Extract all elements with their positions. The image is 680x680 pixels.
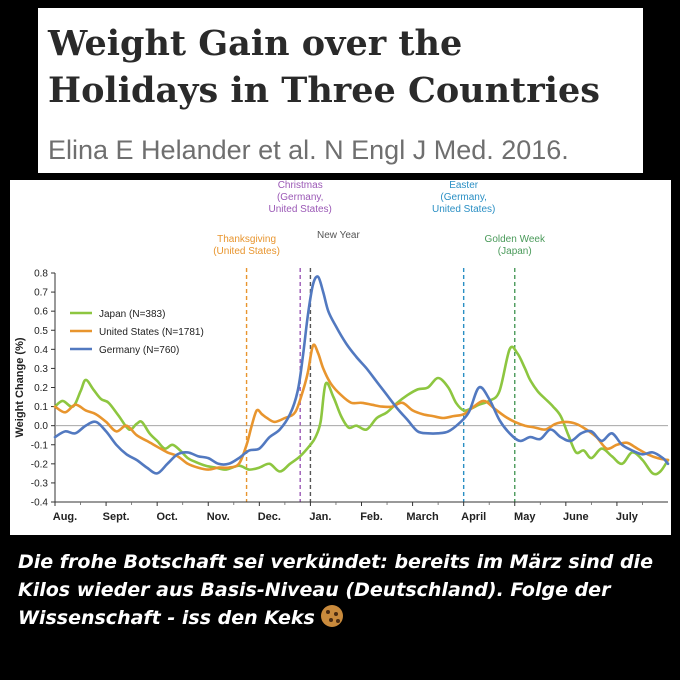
x-tick-label: April	[461, 511, 486, 523]
y-tick-label: -0.4	[31, 498, 49, 509]
annotation-label: Thanksgiving (United States)	[213, 234, 280, 257]
citation: Elina E Helander et al. N Engl J Med. 20…	[48, 135, 569, 165]
x-tick-label: Aug.	[53, 511, 77, 523]
x-tick-label: Jan.	[309, 511, 331, 523]
x-tick-label: Nov.	[207, 511, 230, 523]
y-tick-label: 0.3	[34, 364, 48, 375]
y-tick-label: 0.7	[34, 288, 48, 299]
x-tick-label: May	[514, 511, 536, 523]
y-tick-label: 0.8	[34, 269, 48, 280]
annotation-label-line: Christmas	[278, 180, 323, 191]
series-line-1	[53, 343, 670, 471]
x-tick-label: Feb.	[360, 511, 383, 523]
y-tick-label: -0.3	[31, 478, 49, 489]
x-tick-label: June	[563, 511, 589, 523]
axes-layer: -0.4 -0.3 -0.2 -0.1 0.0 0.1 0.2 0.3 0.4 0.5 0.6 0.7…	[14, 269, 668, 523]
page-title: Weight Gain over the Holidays in Three C…	[48, 23, 600, 111]
annotation-label-line: (United States)	[213, 246, 280, 257]
header-card: Weight Gain over the Holidays in Three C…	[38, 8, 643, 173]
annotation-label: Christmas (Germany, United States)	[269, 180, 332, 215]
annotation-label-line: (Japan)	[498, 246, 532, 257]
y-tick-label: 0.5	[34, 326, 48, 337]
y-tick-label: 0.4	[34, 345, 48, 356]
legend: Japan (N=383) United States (N=1781) Germa…	[70, 309, 204, 356]
y-tick-label: 0.6	[34, 307, 48, 318]
legend-label: United States (N=1781)	[99, 327, 204, 338]
annotation-layer: Thanksgiving (United States)Christmas (Ger…	[213, 180, 546, 502]
line-chart: Thanksgiving (United States)Christmas (Ger…	[14, 180, 670, 523]
x-tick-label: July	[616, 511, 639, 523]
x-tick-label: Dec.	[258, 511, 281, 523]
y-tick-label: 0.2	[34, 383, 48, 394]
legend-label: Japan (N=383)	[99, 309, 165, 320]
caption: Die frohe Botschaft sei verkündet: berei…	[18, 548, 668, 632]
y-tick-label: 0.0	[34, 421, 48, 432]
annotation-label: Golden Week (Japan)	[485, 234, 546, 257]
series-line-2	[53, 275, 670, 475]
annotation-label-line: United States)	[432, 204, 495, 215]
x-tick-label: March	[406, 511, 439, 523]
annotation-label-line: Golden Week	[485, 234, 546, 245]
x-tick-label: Sept.	[103, 511, 130, 523]
annotation-label-line: (Germany,	[440, 192, 487, 203]
annotation-label-line: New Year	[317, 230, 360, 241]
annotation-label-line: (Germany,	[277, 192, 324, 203]
chart-card: Thanksgiving (United States) Christmas (Ger…	[10, 180, 671, 535]
annotation-label: New Year	[317, 230, 360, 241]
x-tick-label: Oct.	[156, 511, 177, 523]
caption-text: Die frohe Botschaft sei verkündet: berei…	[18, 551, 653, 629]
y-axis-label: Weight Change (%)	[14, 337, 26, 437]
y-tick-label: -0.2	[31, 459, 49, 470]
legend-label: Germany (N=760)	[99, 345, 179, 356]
series-line-0	[53, 345, 670, 476]
annotation-label-line: Easter	[449, 180, 479, 191]
series-layer	[53, 275, 670, 476]
annotation-label-line: Thanksgiving	[217, 234, 276, 245]
annotation-label-line: United States)	[269, 204, 332, 215]
y-tick-label: -0.1	[31, 440, 49, 451]
cookie-icon	[320, 605, 343, 627]
annotation-label: Easter (Germany, United States)	[432, 180, 495, 215]
y-tick-label: 0.1	[34, 402, 48, 413]
